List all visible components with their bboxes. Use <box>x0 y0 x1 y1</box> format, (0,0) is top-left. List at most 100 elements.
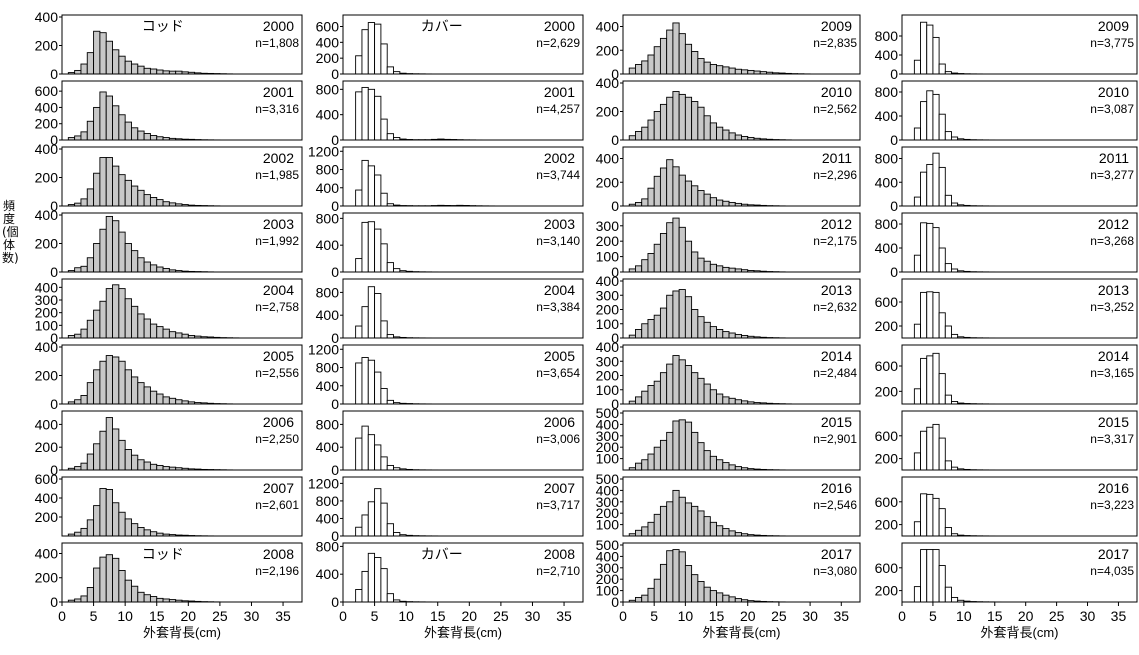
x-tick-label: 0 <box>58 608 66 624</box>
y-tick-label: 200 <box>596 439 620 455</box>
y-tick-label: 200 <box>596 104 620 120</box>
bar <box>380 502 388 537</box>
year-label: 2005 <box>263 348 294 364</box>
bar <box>951 596 959 603</box>
bar <box>374 371 382 405</box>
panel-frame <box>901 410 1138 471</box>
panel-2007: 200 400 600 2007 n=2,601 <box>35 471 303 537</box>
bar <box>659 103 668 141</box>
year-label: 2009 <box>821 18 852 34</box>
bar <box>628 135 636 141</box>
panel-frame <box>342 146 584 207</box>
bar <box>728 132 736 141</box>
y-tick-label: 800 <box>316 210 340 226</box>
bar <box>635 64 643 75</box>
y-tick-label: 0 <box>611 132 619 148</box>
bar <box>938 437 946 471</box>
bar <box>143 133 151 141</box>
bar <box>703 383 711 405</box>
sample-size-label: n=2,901 <box>813 432 857 446</box>
bar <box>672 489 680 537</box>
y-tick-label: 300 <box>596 494 620 510</box>
bar <box>80 328 88 339</box>
bar <box>156 464 164 471</box>
bar <box>361 514 369 537</box>
y-tick-label: 0 <box>611 594 619 610</box>
bar <box>118 55 126 75</box>
year-label: 2002 <box>544 150 575 166</box>
bar <box>653 380 661 405</box>
x-axis-label: 外套背長(cm) <box>424 625 502 640</box>
x-tick-label: 35 <box>275 608 291 624</box>
year-label: 2000 <box>544 18 575 34</box>
bar <box>367 434 376 471</box>
bar <box>716 393 724 405</box>
bar <box>74 531 82 537</box>
sample-size-label: n=2,484 <box>813 366 857 380</box>
bar <box>93 172 101 207</box>
bar <box>716 199 724 207</box>
bar <box>149 463 158 471</box>
species-label: コッド <box>142 18 184 34</box>
bar <box>374 95 382 141</box>
bar <box>703 586 711 603</box>
bar <box>74 267 82 273</box>
sample-size-label: n=3,223 <box>1090 498 1134 512</box>
bar <box>938 312 946 339</box>
bar <box>118 511 126 537</box>
y-tick-label: 0 <box>331 66 339 82</box>
sample-size-label: n=3,277 <box>1090 168 1134 182</box>
y-axis-label: 頻度(個体数) <box>2 199 19 265</box>
bar <box>380 388 388 405</box>
bar <box>647 119 655 141</box>
bar <box>709 455 718 471</box>
bar <box>99 556 107 603</box>
sample-size-label: n=3,252 <box>1090 300 1134 314</box>
bar <box>716 525 724 537</box>
bar <box>635 130 643 141</box>
panel-frame <box>622 410 861 471</box>
bar <box>691 309 699 339</box>
year-label: 2017 <box>1098 546 1129 562</box>
bar <box>386 262 394 273</box>
bar <box>181 333 189 339</box>
bar <box>672 549 680 603</box>
bar <box>386 399 394 405</box>
bar <box>920 222 928 273</box>
bar <box>361 425 369 471</box>
panel-frame <box>61 212 303 273</box>
bar <box>697 190 705 207</box>
y-tick-label: 500 <box>596 537 620 553</box>
bar <box>932 291 940 339</box>
bar <box>944 131 952 141</box>
y-tick-label: 600 <box>875 560 899 576</box>
bar <box>86 519 95 537</box>
bar <box>131 585 139 603</box>
bar <box>118 114 126 141</box>
y-tick-label: 600 <box>875 294 899 310</box>
bar <box>112 428 120 471</box>
bar <box>361 29 369 75</box>
panel-frame <box>342 212 584 273</box>
y-tick-label: 200 <box>35 236 59 252</box>
bar <box>124 579 132 603</box>
bar <box>361 357 369 405</box>
bar <box>105 215 113 273</box>
y-tick-label: 300 <box>596 560 620 576</box>
bar <box>367 359 376 405</box>
bar <box>647 319 655 339</box>
bar <box>926 90 934 141</box>
bar <box>131 250 139 273</box>
bar <box>355 325 363 339</box>
y-tick-label: 400 <box>875 108 899 124</box>
x-tick-label: 25 <box>1049 608 1065 624</box>
bar <box>709 64 718 75</box>
bar <box>374 557 382 603</box>
sample-size-label: n=2,196 <box>255 564 299 578</box>
bar <box>722 200 730 207</box>
y-tick-label: 200 <box>35 368 59 384</box>
bar <box>143 529 151 537</box>
bar <box>105 95 113 141</box>
bar <box>380 320 388 339</box>
